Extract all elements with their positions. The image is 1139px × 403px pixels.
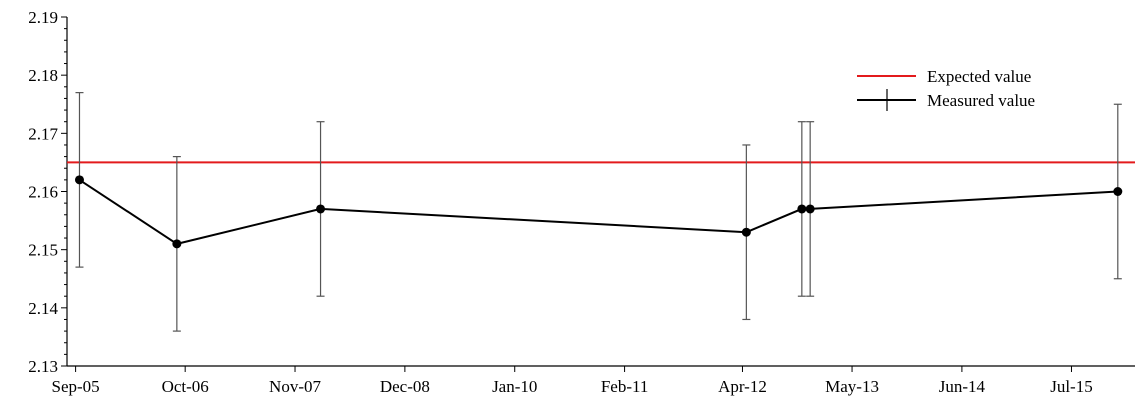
legend: Expected value Measured value — [857, 67, 1035, 111]
data-point — [172, 239, 182, 249]
series-line-measured-value — [78, 179, 1118, 245]
x-tick-label: Sep-05 — [52, 377, 100, 396]
data-point — [1113, 187, 1123, 196]
x-tick-label: Dec-08 — [380, 377, 430, 396]
data-point — [797, 204, 807, 214]
y-tick-label: 2.15 — [28, 241, 58, 260]
x-tick-label: Jan-10 — [492, 377, 537, 396]
data-point — [805, 204, 815, 214]
legend-label-measured-value: Measured value — [927, 91, 1035, 110]
y-tick-label: 2.19 — [28, 8, 58, 27]
x-tick-label: May-13 — [825, 377, 879, 396]
x-tick-label: Nov-07 — [269, 377, 321, 396]
x-tick-label: Feb-11 — [601, 377, 649, 396]
y-tick-label: 2.17 — [28, 124, 58, 143]
data-point — [741, 227, 751, 237]
y-tick-label: 2.18 — [28, 66, 58, 85]
y-axis: 2.13 2.14 2.15 2.16 2.17 2.18 2.19 — [28, 8, 67, 376]
x-tick-label: Jun-14 — [939, 377, 986, 396]
legend-label-expected-value: Expected value — [927, 67, 1031, 86]
x-axis: Sep-05 Oct-06 Nov-07 Dec-08 Jan-10 Feb-11 Apr-… — [52, 366, 1093, 396]
data-point — [74, 175, 84, 185]
x-tick-label: Jul-15 — [1050, 377, 1093, 396]
x-tick-label: Oct-06 — [162, 377, 209, 396]
x-tick-label: Apr-12 — [718, 377, 767, 396]
y-tick-label: 2.13 — [28, 357, 58, 376]
data-point — [316, 204, 326, 214]
y-tick-label: 2.14 — [28, 299, 58, 318]
y-tick-label: 2.16 — [28, 183, 58, 202]
series-layer — [67, 92, 1135, 332]
